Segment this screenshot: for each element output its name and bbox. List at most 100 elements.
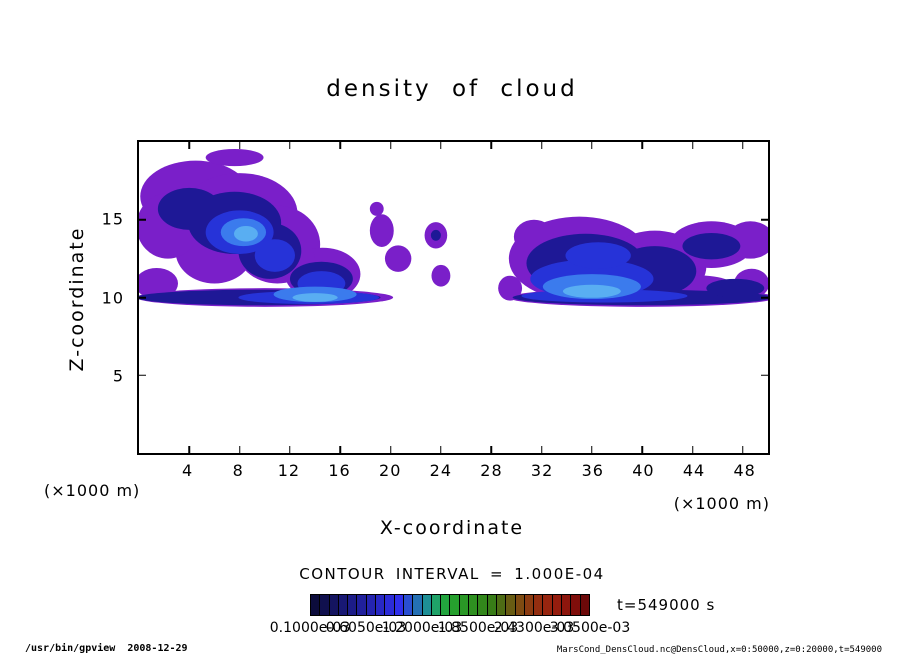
colorbar-cell bbox=[486, 595, 496, 615]
colorbar-cell bbox=[412, 595, 422, 615]
x-tick-mark bbox=[641, 142, 643, 149]
contour-blob bbox=[384, 245, 412, 272]
x-tick-label: 24 bbox=[429, 461, 453, 480]
contour-blob bbox=[254, 239, 295, 272]
contour-blob bbox=[498, 275, 523, 301]
colorbar-cell bbox=[365, 595, 376, 615]
x-tick-mark bbox=[440, 446, 442, 453]
y-tick-mark bbox=[139, 296, 146, 299]
x-tick-label: 16 bbox=[328, 461, 351, 480]
x-tick-mark bbox=[742, 142, 744, 149]
x-tick-mark bbox=[238, 446, 241, 453]
colorbar-cell bbox=[440, 595, 450, 615]
y-tick-label: 10 bbox=[101, 288, 124, 307]
x-tick-mark bbox=[742, 446, 744, 453]
cloud-contours bbox=[139, 148, 768, 307]
colorbar-cell bbox=[579, 595, 589, 615]
y-tick-mark bbox=[139, 374, 146, 376]
contour-blob bbox=[139, 267, 178, 300]
x-tick-label: 36 bbox=[581, 461, 604, 480]
colorbar-tick-label: 2.4300e-03 bbox=[493, 620, 575, 636]
x-tick-label: 32 bbox=[530, 461, 554, 480]
x-tick-mark bbox=[339, 446, 342, 453]
colorbar-cell bbox=[533, 595, 543, 615]
contour-blob bbox=[431, 264, 451, 287]
x-tick-mark bbox=[289, 446, 291, 453]
x-tick-labels: 4 8 12 16 20 24 28 32 36 40 44 48 bbox=[137, 461, 770, 483]
contour-blob bbox=[369, 201, 384, 216]
x-tick-mark bbox=[540, 142, 543, 149]
colorbar-tick-label: 1.8500e-03 bbox=[437, 620, 519, 636]
x-tick-mark bbox=[339, 142, 342, 149]
colorbar-cell bbox=[551, 595, 562, 615]
colorbar-cell bbox=[514, 595, 524, 615]
contour-blob bbox=[369, 214, 394, 247]
colorbar-cell bbox=[477, 595, 487, 615]
x-tick-mark bbox=[188, 446, 191, 453]
y-tick-mark bbox=[139, 219, 146, 221]
contour-interval-note: CONTOUR INTERVAL = 1.000E-04 bbox=[299, 565, 605, 583]
x-tick-label: 28 bbox=[480, 461, 503, 480]
colorbar-cell bbox=[542, 595, 552, 615]
colorbar-cell bbox=[449, 595, 459, 615]
x-tick-mark bbox=[188, 142, 191, 149]
colorbar-cell bbox=[561, 595, 571, 615]
x-tick-mark bbox=[238, 142, 241, 149]
contour-blob bbox=[157, 187, 221, 230]
y-axis-label: Z-coordinate bbox=[66, 226, 88, 372]
x-tick-mark bbox=[591, 446, 593, 453]
contour-blob bbox=[565, 242, 631, 269]
colorbar-cell bbox=[375, 595, 385, 615]
colorbar bbox=[310, 594, 590, 616]
contour-blob bbox=[706, 278, 765, 298]
x-tick-mark bbox=[490, 446, 492, 453]
contour-level-light-blue bbox=[233, 225, 621, 302]
colorbar-cell bbox=[430, 595, 441, 615]
x-tick-label: 8 bbox=[232, 461, 244, 480]
footer-command: /usr/bin/gpview 2008-12-29 bbox=[25, 643, 188, 654]
colorbar-cell bbox=[402, 595, 413, 615]
x-axis-label: X-coordinate bbox=[379, 517, 525, 539]
colorbar-cell bbox=[570, 595, 580, 615]
x-tick-label: 12 bbox=[277, 461, 301, 480]
x-tick-mark bbox=[691, 446, 694, 453]
contour-blob bbox=[430, 229, 441, 241]
colorbar-cell bbox=[495, 595, 506, 615]
colorbar-tick-label: 0.1000e-03 bbox=[269, 620, 351, 636]
chart-title: density of cloud bbox=[326, 76, 578, 102]
colorbar-cell bbox=[458, 595, 469, 615]
colorbar-cell bbox=[421, 595, 431, 615]
x-tick-label: 48 bbox=[733, 461, 756, 480]
x-tick-mark bbox=[440, 142, 442, 149]
colorbar-tick-label: 0.6050e-03 bbox=[325, 620, 407, 636]
x-tick-mark bbox=[289, 142, 291, 149]
colorbar-cell bbox=[384, 595, 394, 615]
y-tick-label: 5 bbox=[112, 366, 124, 386]
x-axis-unit: (×1000 m) bbox=[673, 494, 770, 513]
colorbar-cell bbox=[505, 595, 515, 615]
contour-blob bbox=[562, 284, 621, 298]
x-tick-mark bbox=[540, 446, 543, 453]
colorbar-cell bbox=[319, 595, 329, 615]
y-tick-mark bbox=[761, 296, 768, 299]
x-tick-label: 20 bbox=[379, 461, 402, 480]
contour-blob bbox=[233, 225, 258, 242]
colorbar-cell bbox=[328, 595, 338, 615]
footer-source: MarsCond_DensCloud.nc@DensCloud,x=0:5000… bbox=[556, 645, 882, 654]
x-tick-mark bbox=[691, 142, 694, 149]
colorbar-cell bbox=[393, 595, 403, 615]
colorbar-labels: 0.1000e-03 0.6050e-03 1.2000e-03 1.8500e-03… bbox=[270, 620, 630, 638]
x-tick-mark bbox=[389, 446, 392, 453]
x-tick-mark bbox=[591, 142, 593, 149]
y-axis-unit: (×1000 m) bbox=[44, 481, 141, 500]
x-tick-label: 44 bbox=[682, 461, 706, 480]
colorbar-cell bbox=[337, 595, 348, 615]
y-tick-label: 15 bbox=[101, 209, 124, 229]
x-tick-mark bbox=[641, 446, 643, 453]
plot-area bbox=[137, 140, 770, 455]
y-tick-mark bbox=[761, 219, 768, 221]
x-tick-label: 4 bbox=[182, 461, 194, 480]
contour-blob bbox=[682, 232, 741, 260]
colorbar-cell bbox=[523, 595, 534, 615]
